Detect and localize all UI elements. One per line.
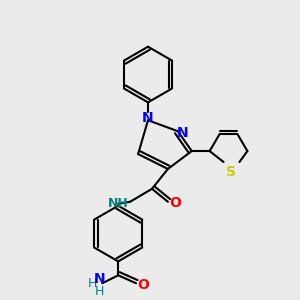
- Text: NH: NH: [108, 197, 129, 210]
- Text: O: O: [169, 196, 181, 210]
- Text: H: H: [88, 277, 97, 290]
- Text: N: N: [177, 126, 189, 140]
- Text: S: S: [226, 165, 236, 179]
- Text: N: N: [94, 272, 105, 286]
- Text: O: O: [137, 278, 149, 292]
- Text: N: N: [142, 111, 154, 125]
- Text: H: H: [94, 285, 104, 298]
